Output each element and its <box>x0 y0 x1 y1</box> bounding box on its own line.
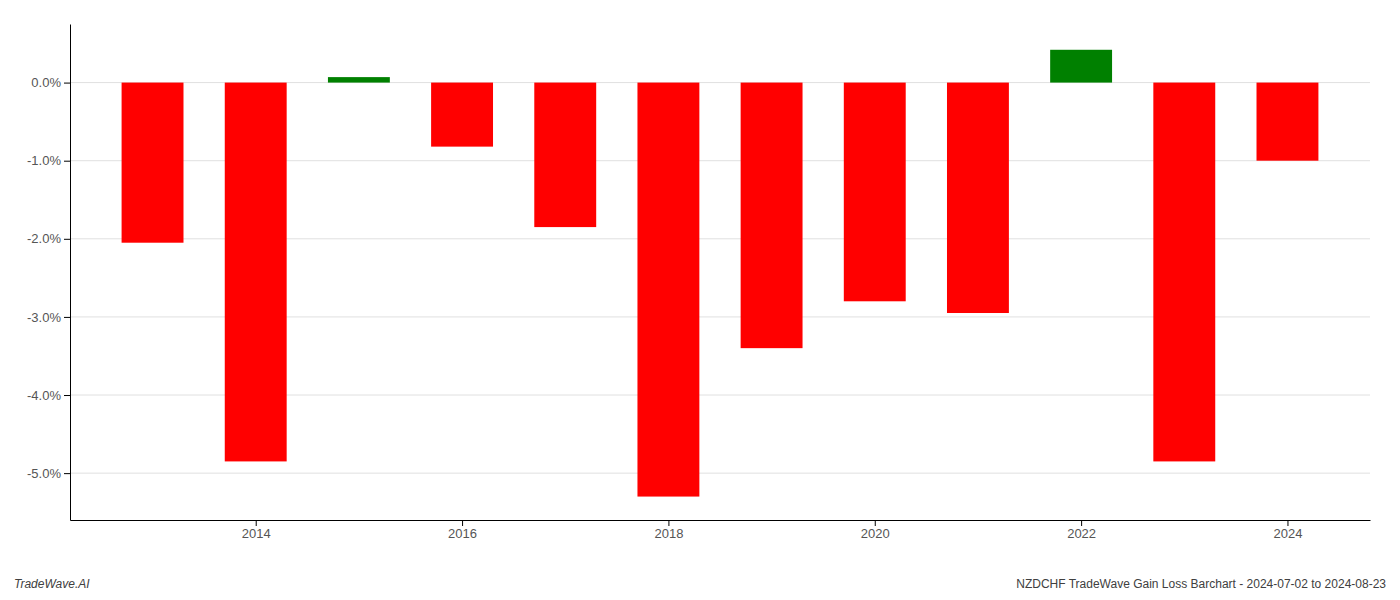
bar <box>844 83 906 302</box>
x-tick: 2024 <box>1273 520 1302 541</box>
y-tick-label: -5.0% <box>27 466 61 481</box>
y-tick-mark <box>64 239 70 240</box>
y-tick-mark <box>64 395 70 396</box>
x-tick-label: 2016 <box>448 526 477 541</box>
y-tick-label: -2.0% <box>27 231 61 246</box>
y-tick-mark <box>64 473 70 474</box>
x-tick-mark <box>462 520 463 526</box>
y-tick-label: -4.0% <box>27 388 61 403</box>
x-tick-label: 2022 <box>1067 526 1096 541</box>
bar <box>225 83 287 462</box>
x-tick-mark <box>668 520 669 526</box>
y-tick: -3.0% <box>27 310 70 325</box>
y-tick-mark <box>64 317 70 318</box>
bar <box>122 83 184 243</box>
x-axis-line <box>71 520 1371 521</box>
x-tick: 2018 <box>654 520 683 541</box>
chart: 0.0%-1.0%-2.0%-3.0%-4.0%-5.0%20142016201… <box>0 0 1400 600</box>
x-tick-label: 2014 <box>242 526 271 541</box>
y-tick: -4.0% <box>27 388 70 403</box>
x-tick-mark <box>1081 520 1082 526</box>
x-tick-label: 2024 <box>1273 526 1302 541</box>
bar <box>1050 50 1112 83</box>
y-tick-label: -1.0% <box>27 153 61 168</box>
bar <box>741 83 803 349</box>
bar <box>431 83 493 147</box>
y-tick: -5.0% <box>27 466 70 481</box>
bar <box>637 83 699 497</box>
x-tick-mark <box>1287 520 1288 526</box>
x-tick-mark <box>256 520 257 526</box>
y-axis: 0.0% -1.0% -2.0% -3.0% -4.0% -5.0% <box>27 25 70 521</box>
y-axis-line <box>70 25 71 521</box>
bar <box>328 77 390 82</box>
bar <box>1257 83 1319 161</box>
x-tick-label: 2020 <box>861 526 890 541</box>
x-tick-label: 2018 <box>654 526 683 541</box>
bar <box>947 83 1009 313</box>
x-tick-mark <box>875 520 876 526</box>
y-tick: 0.0% <box>31 75 70 90</box>
bars <box>122 50 1319 497</box>
bar <box>534 83 596 228</box>
y-tick: -1.0% <box>27 153 70 168</box>
grid <box>70 83 1370 474</box>
y-tick-label: 0.0% <box>31 75 61 90</box>
x-axis: 2014 2016 2018 2020 2022 2024 <box>71 520 1371 541</box>
x-tick: 2022 <box>1067 520 1096 541</box>
x-tick: 2016 <box>448 520 477 541</box>
grid-line <box>70 473 1370 474</box>
y-tick-label: -3.0% <box>27 310 61 325</box>
y-tick-mark <box>64 161 70 162</box>
footer-right: NZDCHF TradeWave Gain Loss Barchart - 20… <box>1016 577 1386 591</box>
x-tick: 2020 <box>861 520 890 541</box>
footer-left: TradeWave.AI <box>14 577 90 591</box>
x-tick: 2014 <box>242 520 271 541</box>
y-tick-mark <box>64 83 70 84</box>
y-tick: -2.0% <box>27 231 70 246</box>
bar <box>1153 83 1215 462</box>
